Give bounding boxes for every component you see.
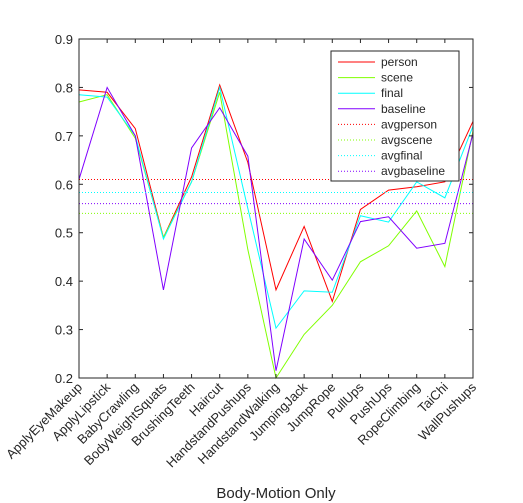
series-line-final	[78, 85, 474, 330]
legend-label-avgbaseline: avgbaseline	[381, 164, 445, 178]
y-tick-label: 0.4	[55, 274, 73, 289]
legend-label-avgscene: avgscene	[381, 133, 433, 147]
y-tick-label: 0.7	[55, 129, 73, 144]
legend-label-avgfinal: avgfinal	[381, 149, 422, 163]
x-axis-title: Body-Motion Only	[216, 485, 336, 502]
legend-box	[330, 50, 460, 182]
y-tick-label: 0.2	[55, 371, 73, 386]
y-tick-label: 0.5	[55, 226, 73, 241]
y-axis: 0.2 0.3 0.4 0.5 0.6 0.7 0.8 0.9	[55, 32, 473, 386]
legend-label-baseline: baseline	[381, 102, 426, 116]
y-tick-label: 0.6	[55, 177, 73, 192]
series-line-person	[78, 83, 474, 304]
y-tick-label: 0.8	[55, 80, 73, 95]
y-tick-label: 0.9	[55, 32, 73, 47]
legend-label-scene: scene	[381, 71, 413, 85]
legend-label-final: final	[381, 86, 403, 100]
y-tick-label: 0.3	[55, 323, 73, 338]
legend-label-person: person	[381, 55, 418, 69]
series-line-baseline	[78, 86, 474, 371]
legend-label-avgperson: avgperson	[381, 117, 437, 131]
